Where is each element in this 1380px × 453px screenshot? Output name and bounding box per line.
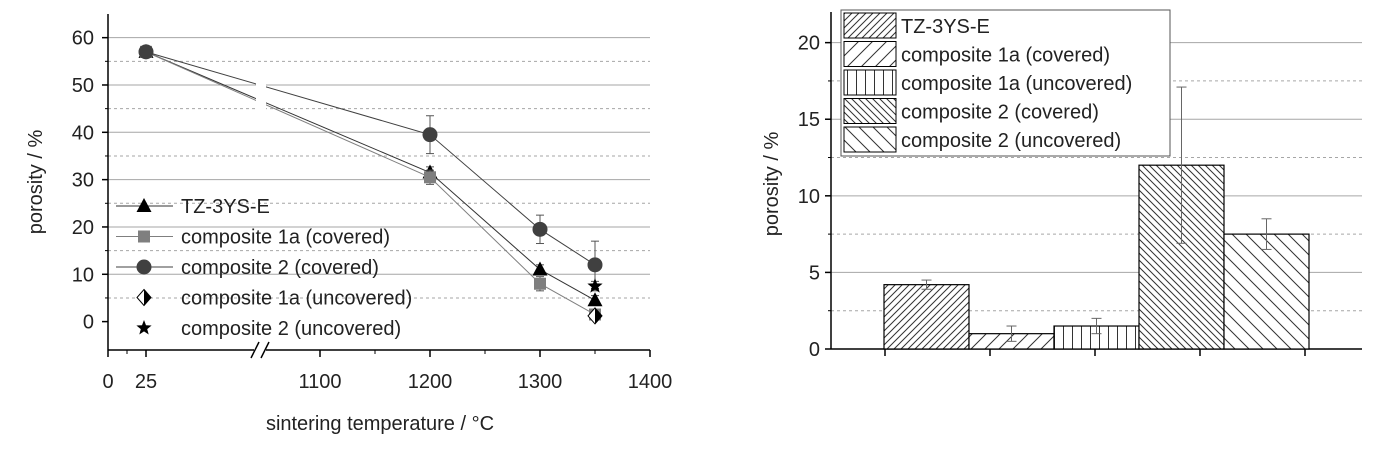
legend: TZ-3YS-E composite 1a (covered) composite … — [116, 196, 412, 340]
y-axis-label: porosity / % — [25, 130, 47, 235]
y-tick-label: 60 — [72, 28, 94, 50]
data-point — [532, 221, 548, 237]
series-line — [145, 51, 596, 301]
legend-item-tz-3ys-e: TZ-3YS-E — [843, 12, 990, 39]
legend-label: composite 2 (uncovered) — [181, 318, 401, 340]
y-tick-label: 30 — [72, 170, 94, 192]
y-tick-label: 20 — [72, 217, 94, 239]
legend-item-composite-1a-covered: composite 1a (covered) — [116, 227, 390, 249]
y-axis-label: porosity / % — [761, 132, 783, 237]
y-tick-label: 10 — [798, 186, 820, 208]
legend: TZ-3YS-E composite 1a (covered) composite … — [840, 9, 1171, 157]
axis-break-mark — [250, 341, 260, 359]
bar-composite-1a-uncovered — [1053, 317, 1140, 350]
x-tick-label: 25 — [135, 371, 157, 393]
porosity-bar-chart: 0 5 10 15 20 porosity / % TZ-3YS-E composite 1a… — [761, 9, 1362, 361]
legend-item-composite-2-uncovered: composite 2 (uncovered) — [843, 126, 1121, 153]
data-point — [534, 277, 546, 290]
bar-tz-3ys-e — [883, 279, 970, 350]
legend-swatch — [843, 41, 897, 67]
legend-swatch — [843, 69, 897, 96]
legend-marker — [136, 320, 152, 335]
y-tick-label: 20 — [798, 33, 820, 55]
data-point — [587, 278, 603, 293]
series-composite-1a-covered — [140, 45, 601, 321]
data-point — [532, 261, 548, 276]
y-tick-label: 0 — [83, 312, 94, 334]
x-tick-label: 1400 — [628, 371, 673, 393]
legend-item-composite-2-covered: composite 2 (covered) — [116, 257, 379, 279]
legend-swatch — [843, 126, 897, 153]
legend-marker — [136, 259, 152, 275]
legend-label: TZ-3YS-E — [181, 196, 270, 218]
legend-marker — [136, 198, 152, 212]
data-point — [587, 257, 603, 273]
y-tick-label: 15 — [798, 109, 820, 131]
series-composite-2-uncovered — [587, 278, 603, 293]
data-point — [424, 171, 436, 184]
legend-label: composite 2 (covered) — [901, 102, 1099, 124]
bar — [883, 284, 970, 350]
legend-swatch — [843, 12, 897, 39]
y-tick-label: 0 — [809, 339, 820, 361]
legend-item-composite-2-uncovered: composite 2 (uncovered) — [136, 318, 401, 340]
legend-swatch — [843, 98, 897, 124]
x-tick-label: 1100 — [298, 371, 341, 393]
porosity-vs-temperature-chart: 0 10 20 30 40 50 60 0 25 1100 1200 1300 1400 sinterin… — [25, 14, 673, 435]
legend-label: composite 1a (uncovered) — [181, 288, 412, 310]
legend-item-composite-2-covered: composite 2 (covered) — [843, 98, 1099, 124]
y-tick-label: 50 — [72, 75, 94, 97]
legend-label: composite 2 (covered) — [181, 257, 379, 279]
legend-item-tz-3ys-e: TZ-3YS-E — [116, 196, 270, 218]
x-tick-label: 1200 — [408, 371, 453, 393]
series-line — [145, 51, 596, 315]
legend-item-composite-1a-uncovered: composite 1a (uncovered) — [136, 288, 412, 310]
legend-label: composite 1a (uncovered) — [901, 73, 1132, 95]
legend-item-composite-1a-covered: composite 1a (covered) — [843, 41, 1110, 67]
y-tick-label: 40 — [72, 122, 94, 144]
series-composite-1a-uncovered — [587, 307, 603, 325]
x-axis-label: sintering temperature / °C — [266, 413, 494, 435]
bar — [1223, 233, 1310, 350]
data-point — [138, 44, 154, 60]
legend-marker — [138, 230, 150, 243]
legend-item-composite-1a-uncovered: composite 1a (uncovered) — [843, 69, 1132, 96]
bar-composite-2-uncovered — [1223, 218, 1310, 350]
bar-composite-1a-covered — [968, 325, 1055, 350]
x-tick-label: 0 — [102, 371, 113, 393]
legend-marker-fill — [144, 289, 151, 306]
y-tick-label: 10 — [72, 264, 94, 286]
legend-label: composite 2 (uncovered) — [901, 130, 1121, 152]
legend-label: composite 1a (covered) — [901, 45, 1110, 67]
series-line — [145, 51, 596, 266]
data-point — [422, 127, 438, 143]
data-point — [587, 292, 603, 307]
bar-composite-2-covered — [1138, 86, 1225, 350]
line-break-gap — [256, 80, 266, 120]
y-tick-label: 5 — [809, 262, 820, 284]
x-tick-label: 1300 — [518, 371, 563, 393]
data-point-fill — [595, 307, 602, 324]
series-composite-2-covered — [138, 44, 603, 289]
legend-label: composite 1a (covered) — [181, 227, 390, 249]
legend-label: TZ-3YS-E — [901, 16, 990, 38]
axis-break-mark — [260, 341, 270, 359]
